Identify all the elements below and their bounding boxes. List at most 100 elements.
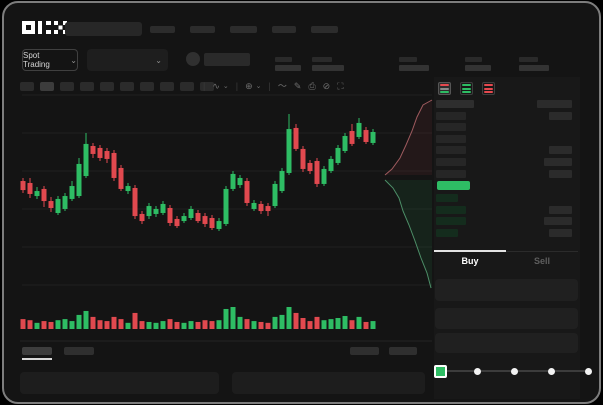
- gridlines: [20, 94, 432, 342]
- coin-icon: [186, 52, 200, 66]
- bottom-panel-placeholder: [232, 372, 425, 394]
- settings-icon[interactable]: ⊘: [322, 81, 331, 91]
- stat-label-placeholder: [519, 57, 538, 62]
- stat-label-placeholder: [312, 57, 332, 62]
- stripe: [462, 87, 471, 90]
- volume-bars: [20, 307, 376, 329]
- top-nav: [150, 26, 338, 33]
- line-style-icon[interactable]: 〜: [277, 81, 287, 91]
- candles[interactable]: [20, 114, 376, 232]
- search-input[interactable]: [65, 22, 142, 36]
- bottom-right-placeholder[interactable]: [350, 347, 379, 355]
- tab-sell[interactable]: Sell: [533, 256, 550, 266]
- bid-row[interactable]: [436, 205, 574, 214]
- order-input-field[interactable]: [435, 333, 578, 353]
- stat-value-placeholder: [399, 65, 429, 71]
- size-bar: [436, 228, 458, 237]
- nav-item-placeholder[interactable]: [230, 26, 257, 33]
- bid-row[interactable]: [436, 194, 574, 203]
- ask-row[interactable]: [436, 123, 574, 132]
- order-input-field[interactable]: [435, 279, 578, 301]
- order-input-field[interactable]: [435, 308, 578, 329]
- okx-logo-o: [22, 20, 35, 34]
- draw-icon[interactable]: ✎: [293, 81, 302, 91]
- camera-icon[interactable]: ⎙: [308, 81, 316, 91]
- bid-row[interactable]: [436, 228, 574, 237]
- amount-bar: [549, 228, 572, 237]
- chevron-down-icon[interactable]: ⌄: [255, 83, 262, 90]
- timeframe-button[interactable]: [140, 82, 154, 91]
- timeframe-button[interactable]: [60, 82, 74, 91]
- okx-logo-k: [38, 20, 51, 34]
- timeframe-button[interactable]: [80, 82, 94, 91]
- orderbook-asks-icon[interactable]: [482, 82, 495, 95]
- size-bar: [436, 134, 466, 143]
- depth-asks-area: [385, 100, 432, 175]
- ask-row[interactable]: [436, 111, 574, 120]
- orderbook-header-row[interactable]: [436, 100, 574, 108]
- slider-stop-dot[interactable]: [473, 367, 481, 375]
- orderbook-bids-icon[interactable]: [460, 82, 473, 95]
- divider: |: [203, 81, 206, 91]
- size-bar: [436, 169, 466, 178]
- timeframe-button[interactable]: [200, 82, 214, 91]
- stat-value-placeholder: [312, 65, 344, 71]
- pair-dropdown[interactable]: ⌄: [87, 49, 168, 71]
- timeframe-button[interactable]: [180, 82, 194, 91]
- stat-label-placeholder: [399, 57, 417, 62]
- indicators-icon[interactable]: ∿: [212, 81, 220, 91]
- slider-handle[interactable]: [433, 364, 447, 378]
- timeframe-button[interactable]: [100, 82, 114, 91]
- bid-row[interactable]: [436, 217, 574, 226]
- stat-value-placeholder: [519, 65, 549, 71]
- chevron-down-icon[interactable]: ⌄: [222, 83, 229, 90]
- stripe: [462, 84, 471, 86]
- stripe: [440, 87, 449, 90]
- fullscreen-icon[interactable]: ⛶: [337, 81, 344, 91]
- last-price-bar[interactable]: [437, 181, 470, 191]
- amount-bar: [549, 169, 572, 178]
- divider: |: [235, 81, 239, 91]
- market-type-label: Spot Trading: [23, 51, 50, 69]
- nav-item-placeholder[interactable]: [190, 26, 215, 33]
- ask-row[interactable]: [436, 157, 574, 166]
- bottom-panel-placeholder: [20, 372, 219, 394]
- amount-bar: [544, 157, 572, 166]
- nav-item-placeholder[interactable]: [272, 26, 296, 33]
- stripe: [462, 91, 471, 93]
- ask-row[interactable]: [436, 146, 574, 155]
- stripe: [440, 84, 449, 86]
- amount-bar: [537, 100, 572, 108]
- bottom-tab-placeholder[interactable]: [22, 347, 52, 355]
- stripe: [484, 87, 493, 90]
- okx-logo[interactable]: [22, 20, 67, 34]
- slider-stop-dot[interactable]: [510, 367, 518, 375]
- timeframe-button[interactable]: [40, 82, 54, 91]
- timeframe-button[interactable]: [120, 82, 134, 91]
- stripe: [484, 84, 493, 86]
- timeframe-button[interactable]: [160, 82, 174, 91]
- market-type-dropdown[interactable]: Spot Trading ⌄: [22, 49, 78, 71]
- size-bar: [436, 194, 458, 203]
- nav-item-placeholder[interactable]: [311, 26, 338, 33]
- nav-item-placeholder[interactable]: [150, 26, 175, 33]
- size-bar: [436, 146, 466, 155]
- amount-bar: [549, 111, 572, 120]
- submit-order-button[interactable]: [435, 383, 579, 398]
- slider-stop-dot[interactable]: [584, 367, 592, 375]
- ask-row[interactable]: [436, 169, 574, 178]
- timeframe-button[interactable]: [20, 82, 34, 91]
- compare-icon[interactable]: ⊕: [245, 81, 253, 91]
- tab-buy[interactable]: Buy: [461, 256, 479, 266]
- ask-row[interactable]: [436, 134, 574, 143]
- depth-overlay: [384, 99, 433, 289]
- bottom-tab-placeholder[interactable]: [64, 347, 94, 355]
- slider-stop-dot[interactable]: [547, 367, 555, 375]
- depth-bids-area: [385, 180, 432, 288]
- stat-value-placeholder: [465, 65, 491, 71]
- stat-value-placeholder: [275, 65, 301, 71]
- orderbook-combined-icon[interactable]: [438, 82, 451, 95]
- bottom-right-placeholder[interactable]: [389, 347, 417, 355]
- amount-bar: [549, 205, 572, 214]
